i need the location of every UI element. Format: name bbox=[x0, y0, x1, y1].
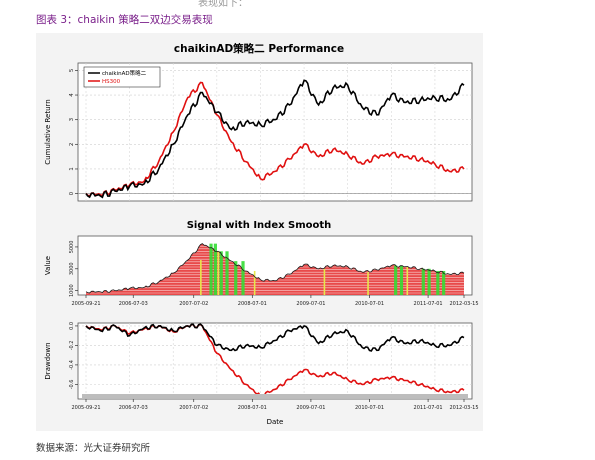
source-text: 数据来源：光大证券研究所 bbox=[36, 443, 151, 454]
xlabel-date: Date bbox=[267, 418, 284, 426]
ytick-label: 2 bbox=[69, 143, 75, 147]
ylabel-signal: Value bbox=[44, 256, 52, 275]
xtick-label: 2007-07-02 bbox=[179, 405, 208, 411]
rug-strip bbox=[82, 394, 468, 398]
series-line-hs300 bbox=[85, 81, 465, 198]
ytick-label: 5 bbox=[69, 68, 75, 72]
signal-bar-green bbox=[442, 270, 446, 295]
xtick-label: 2009-07-01 bbox=[296, 405, 325, 411]
xtick-label: 2006-07-03 bbox=[119, 405, 148, 411]
legend-box bbox=[83, 66, 161, 88]
ytick-label: 5000 bbox=[69, 241, 75, 254]
signal-bar-yellow bbox=[200, 260, 202, 295]
xtick-label: 2011-07-01 bbox=[414, 405, 443, 411]
signal-bar-green bbox=[394, 265, 398, 295]
xtick-label: 2005-09-21 bbox=[71, 405, 100, 411]
signal-bar-yellow bbox=[367, 272, 369, 295]
drawdown-line-strategy bbox=[85, 323, 465, 352]
ytick-label: -0.6 bbox=[69, 380, 75, 390]
ytick-label: 0.0 bbox=[69, 322, 75, 330]
signal-bar-green bbox=[241, 261, 245, 295]
xtick-label: 2008-07-01 bbox=[238, 301, 267, 307]
top-text: 表现如下： bbox=[198, 0, 248, 9]
xtick-label: 2008-07-01 bbox=[238, 405, 267, 411]
ytick-label: 1000 bbox=[69, 284, 75, 297]
legend-label-strategy: chaikinAD策略二 bbox=[102, 69, 147, 77]
legend-label-hs300: HS300 bbox=[102, 79, 121, 85]
ytick-label: 3 bbox=[69, 117, 75, 121]
drawdown-chart: 0.0 -0.2 -0.4 -0.6 Drawdown 2005-09-21 2006-07… bbox=[44, 322, 479, 426]
performance-chart: chaikinAD策略二 Performance 0 1 2 3 4 5 Cumulative… bbox=[44, 42, 473, 202]
ytick-label: 3000 bbox=[69, 262, 75, 275]
plot-frame-drawdown bbox=[77, 322, 473, 400]
chart-title-performance: chaikinAD策略二 Performance bbox=[174, 42, 344, 55]
xtick-label: 2006-07-03 bbox=[119, 301, 148, 307]
ytick-label: 0 bbox=[69, 191, 75, 195]
signal-bar-green bbox=[421, 268, 425, 295]
signal-bar-green bbox=[427, 268, 431, 295]
ytick-label: 4 bbox=[69, 93, 75, 97]
signal-area bbox=[86, 243, 464, 295]
ylabel-drawdown: Drawdown bbox=[44, 342, 52, 379]
ytick-label: -0.2 bbox=[69, 341, 75, 351]
chart-svg: chaikinAD策略二 Performance 0 1 2 3 4 5 Cumulative… bbox=[44, 42, 479, 426]
xtick-label: 2009-07-01 bbox=[296, 301, 325, 307]
signal-bar-green bbox=[399, 265, 404, 295]
xtick-label: 2010-07-01 bbox=[355, 405, 384, 411]
signal-bar-yellow bbox=[406, 266, 409, 295]
chart-title-signal: Signal with Index Smooth bbox=[187, 220, 332, 231]
xtick-label: 2011-07-01 bbox=[414, 301, 443, 307]
series-line-strategy bbox=[85, 79, 465, 199]
signal-bar-yellow bbox=[253, 270, 256, 295]
signal-bar-green bbox=[213, 243, 217, 295]
ytick-label: -0.4 bbox=[69, 360, 75, 370]
signal-bar-green bbox=[436, 270, 440, 295]
ytick-label: 1 bbox=[69, 167, 75, 171]
xtick-label: 2012-03-15 bbox=[449, 301, 478, 307]
signal-bar-yellow bbox=[217, 251, 220, 295]
signal-bar-green bbox=[219, 251, 223, 295]
xtick-label: 2005-09-21 bbox=[71, 301, 100, 307]
signal-bar-green bbox=[225, 251, 229, 295]
index-smooth-line bbox=[85, 243, 465, 294]
signal-chart: Signal with Index Smooth 1000 3000 5000 Valu… bbox=[44, 220, 479, 307]
ylabel-performance: Cumulative Return bbox=[44, 99, 52, 164]
signal-bar-green bbox=[209, 243, 213, 295]
xtick-label: 2010-07-01 bbox=[355, 301, 384, 307]
xtick-label: 2012-03-15 bbox=[449, 405, 478, 411]
signal-bar-yellow bbox=[323, 268, 326, 295]
signal-bar-green bbox=[234, 261, 238, 295]
xtick-label: 2007-07-02 bbox=[179, 301, 208, 307]
figure-title: 图表 3：chaikin 策略二双边交易表现 bbox=[36, 14, 213, 26]
chart-panel: chaikinAD策略二 Performance 0 1 2 3 4 5 Cumulative… bbox=[36, 33, 483, 431]
